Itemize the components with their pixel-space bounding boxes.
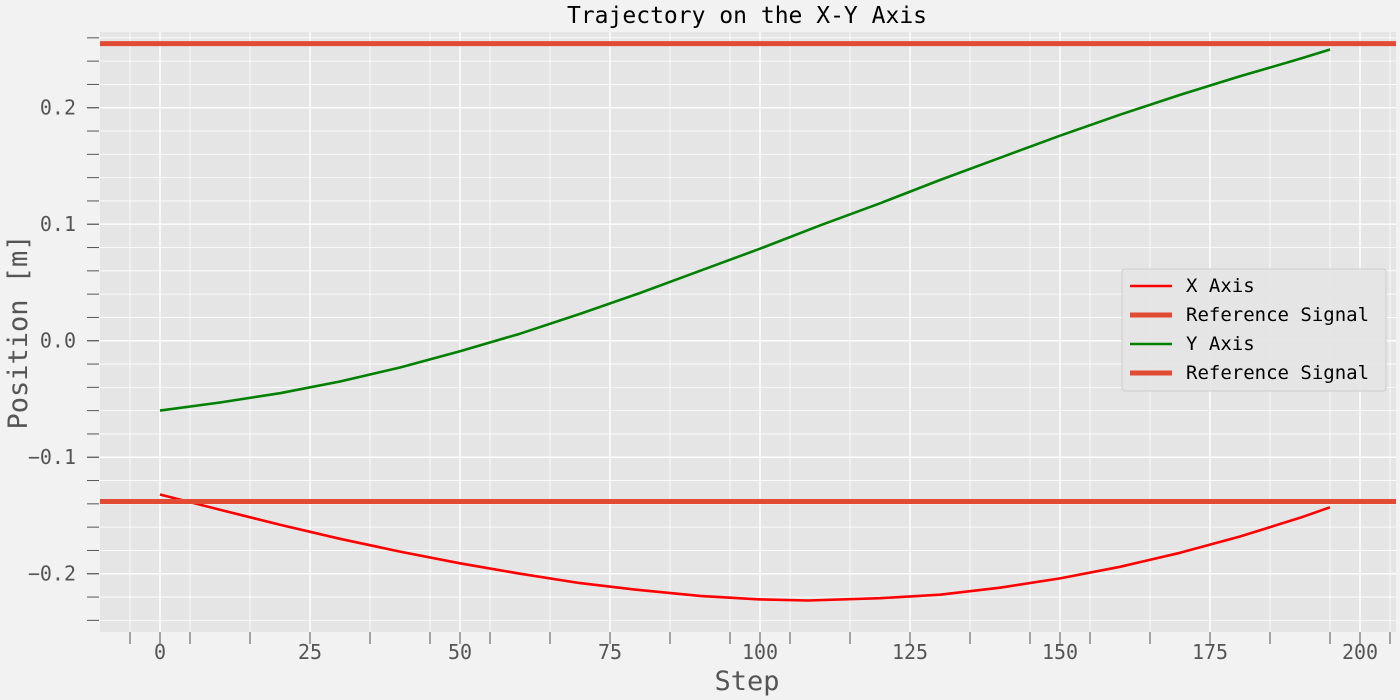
y-tick-label: 0.2 [40,96,76,120]
y-tick-label: 0.0 [40,329,76,353]
legend-box [1121,268,1387,392]
y-tick-label: −0.1 [28,445,76,469]
x-axis-label: Step [714,666,779,697]
chart-title: Trajectory on the X-Y Axis [567,3,927,29]
legend-label: Reference Signal [1186,304,1369,326]
x-tick-label: 0 [154,640,166,664]
x-tick-label: 75 [598,640,622,664]
x-axis-line [159,493,1331,602]
y-axis-label: Position [m] [3,234,34,429]
x-tick-label: 125 [892,640,928,664]
x-tick-label: 200 [1342,640,1378,664]
legend-label: Reference Signal [1186,362,1369,384]
x-tick-label: 150 [1042,640,1078,664]
legend-label: X Axis [1186,275,1255,297]
x-tick-label: 175 [1192,640,1228,664]
x-tick-label: 100 [742,640,778,664]
y-tick-label: 0.1 [40,212,76,236]
y-tick-label: −0.2 [28,562,76,586]
legend-label: Y Axis [1186,333,1255,355]
x-tick-label: 25 [298,640,322,664]
x-tick-label: 50 [448,640,472,664]
y-axis-line [159,48,1331,412]
